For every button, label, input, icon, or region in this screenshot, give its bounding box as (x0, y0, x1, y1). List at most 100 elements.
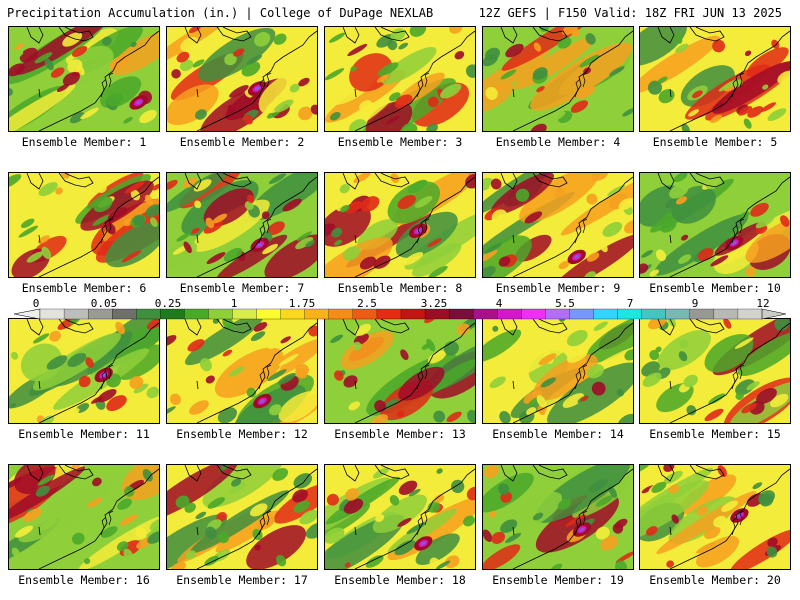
colorbar-tick-label: 0 (32, 297, 40, 310)
colorbar-swatch (545, 308, 570, 320)
bay-outline (731, 364, 745, 390)
colorbar-swatch (593, 308, 619, 320)
colorbar-swatch (713, 308, 739, 320)
precip-map-13 (325, 319, 475, 423)
ensemble-panel-12 (166, 318, 318, 424)
ensemble-member-label: Ensemble Member: 12 (176, 427, 308, 441)
great-lakes-outline (184, 465, 252, 482)
precip-map-18 (325, 465, 475, 569)
ensemble-member-label: Ensemble Member: 3 (337, 135, 463, 149)
colorbar-swatch (497, 308, 522, 320)
great-lakes-outline (342, 27, 410, 44)
colorbar-swatch (112, 308, 137, 320)
coastline (354, 468, 475, 569)
coastline (354, 176, 475, 277)
bay-outline (416, 364, 430, 390)
colorbar-tick-label: 4 (495, 297, 503, 310)
ensemble-panel-6 (8, 172, 160, 278)
ensemble-member-label: Ensemble Member: 5 (652, 135, 778, 149)
coastline (354, 322, 475, 423)
ensemble-panel-4 (482, 26, 634, 132)
colorbar-left-arrow (13, 308, 41, 320)
coastline (512, 30, 633, 131)
great-lakes-outline (184, 27, 252, 44)
great-lakes-outline (26, 319, 94, 336)
coastline (38, 322, 159, 423)
ensemble-panel-8 (324, 172, 476, 278)
colorbar-tick-label: 0.05 (90, 297, 118, 310)
colorbar-tick-label: 1.75 (288, 297, 316, 310)
great-lakes-outline (657, 465, 725, 482)
run-valid-time: 12Z GEFS | F150 Valid: 18Z FRI JUN 13 20… (478, 6, 782, 20)
ensemble-member-label: Ensemble Member: 1 (21, 135, 147, 149)
colorbar-swatch (400, 308, 426, 320)
coastline (512, 322, 633, 423)
colorbar-swatch (448, 308, 474, 320)
ensemble-panel-11 (8, 318, 160, 424)
precip-map-20 (640, 465, 790, 569)
precip-map-9 (483, 173, 633, 277)
coastline (354, 30, 475, 131)
ensemble-member-label: Ensemble Member: 9 (495, 281, 621, 295)
ensemble-panel-16 (8, 464, 160, 570)
ensemble-panel-5 (639, 26, 791, 132)
colorbar-tick-label: 0.25 (154, 297, 182, 310)
coastline (669, 468, 790, 569)
coastline (512, 468, 633, 569)
ensemble-panel-3 (324, 26, 476, 132)
colorbar-tick-label: 1 (230, 297, 238, 310)
colorbar-swatch (352, 308, 378, 320)
precip-map-4 (483, 27, 633, 131)
bay-outline (416, 72, 430, 98)
colorbar-swatch (473, 308, 498, 320)
coastline (196, 468, 317, 569)
precip-map-3 (325, 27, 475, 131)
great-lakes-outline (500, 319, 568, 336)
coastline (196, 176, 317, 277)
colorbar-tick-label: 12 (756, 297, 770, 310)
colorbar-swatch (232, 308, 258, 320)
coastline (669, 176, 790, 277)
bay-outline (731, 72, 745, 98)
colorbar-right-arrow (761, 308, 787, 320)
colorbar-swatch (208, 308, 233, 320)
precip-map-19 (483, 465, 633, 569)
great-lakes-outline (500, 173, 568, 190)
great-lakes-outline (500, 27, 568, 44)
great-lakes-outline (26, 465, 94, 482)
ensemble-member-label: Ensemble Member: 4 (495, 135, 621, 149)
precip-map-14 (483, 319, 633, 423)
ensemble-member-label: Ensemble Member: 17 (176, 573, 308, 587)
bay-outline (574, 218, 588, 244)
colorbar-swatch (63, 308, 89, 320)
precip-map-2 (167, 27, 317, 131)
colorbar-swatch (737, 308, 763, 320)
ensemble-member-label: Ensemble Member: 7 (179, 281, 305, 295)
coastline (196, 30, 317, 131)
ensemble-panel-20 (639, 464, 791, 570)
bay-outline (258, 364, 272, 390)
bay-outline (731, 510, 745, 536)
precip-map-12 (167, 319, 317, 423)
colorbar-swatch (521, 308, 546, 320)
ensemble-member-label: Ensemble Member: 13 (334, 427, 466, 441)
ensemble-member-label: Ensemble Member: 16 (18, 573, 150, 587)
precip-map-15 (640, 319, 790, 423)
colorbar-swatch (136, 308, 161, 320)
ensemble-member-label: Ensemble Member: 15 (649, 427, 781, 441)
great-lakes-outline (184, 173, 252, 190)
colorbar-swatch (184, 308, 209, 320)
coastline (512, 176, 633, 277)
coastline (38, 176, 159, 277)
ensemble-panel-17 (166, 464, 318, 570)
bay-outline (100, 364, 114, 390)
great-lakes-outline (657, 319, 725, 336)
precip-map-5 (640, 27, 790, 131)
colorbar-swatch (569, 308, 594, 320)
ensemble-panel-13 (324, 318, 476, 424)
precipitation-colorbar (13, 308, 787, 320)
great-lakes-outline (657, 173, 725, 190)
ensemble-panel-10 (639, 172, 791, 278)
ensemble-member-label: Ensemble Member: 8 (337, 281, 463, 295)
great-lakes-outline (657, 27, 725, 44)
